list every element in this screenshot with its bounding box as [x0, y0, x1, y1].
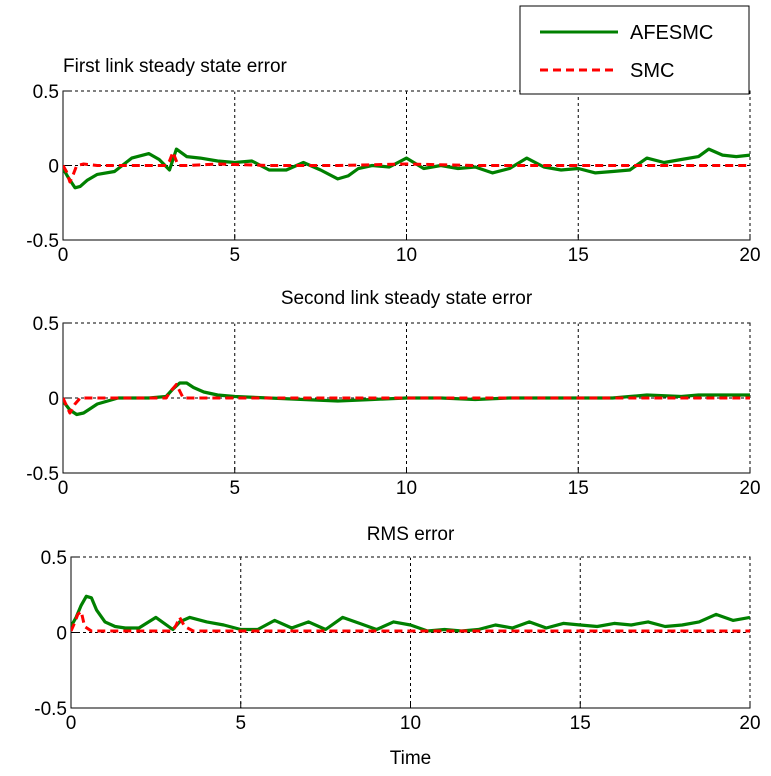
x-tick-label: 5 — [229, 478, 240, 499]
x-tick-label: 0 — [58, 245, 69, 266]
subplot-title: Second link steady state error — [281, 288, 533, 309]
x-axis-label: Time — [390, 748, 432, 769]
y-tick-label: 0 — [56, 624, 67, 645]
series-line-smc — [71, 609, 750, 633]
y-tick-label: 0.5 — [33, 314, 59, 335]
legend-label-afesmc: AFESMC — [630, 22, 713, 44]
x-tick-label: 15 — [570, 713, 591, 734]
legend: AFESMC SMC — [519, 5, 750, 95]
x-tick-label: 15 — [568, 245, 589, 266]
series-line-smc — [63, 383, 750, 415]
y-tick-label: -0.5 — [34, 699, 67, 720]
y-tick-label: 0.5 — [33, 82, 59, 103]
legend-box — [519, 5, 750, 95]
y-tick-label: 0 — [48, 389, 59, 410]
x-tick-label: 20 — [739, 713, 760, 734]
x-tick-label: 15 — [568, 478, 589, 499]
legend-label-smc: SMC — [630, 60, 674, 82]
x-tick-label: 20 — [739, 478, 760, 499]
y-tick-label: -0.5 — [26, 464, 59, 485]
x-tick-label: 10 — [400, 713, 421, 734]
series-line-smc — [63, 150, 750, 184]
x-tick-label: 0 — [66, 713, 77, 734]
x-tick-label: 0 — [58, 478, 69, 499]
y-tick-label: 0 — [48, 157, 59, 178]
x-tick-label: 10 — [396, 245, 417, 266]
subplot-title: RMS error — [367, 524, 455, 545]
y-tick-label: -0.5 — [26, 231, 59, 252]
x-tick-label: 10 — [396, 478, 417, 499]
x-tick-label: 20 — [739, 245, 760, 266]
x-tick-label: 5 — [235, 713, 246, 734]
subplot-title: First link steady state error — [63, 56, 288, 77]
series-line-afesmc — [71, 594, 750, 633]
x-tick-label: 5 — [229, 245, 240, 266]
series-line-afesmc — [63, 147, 750, 190]
y-tick-label: 0.5 — [41, 548, 67, 569]
